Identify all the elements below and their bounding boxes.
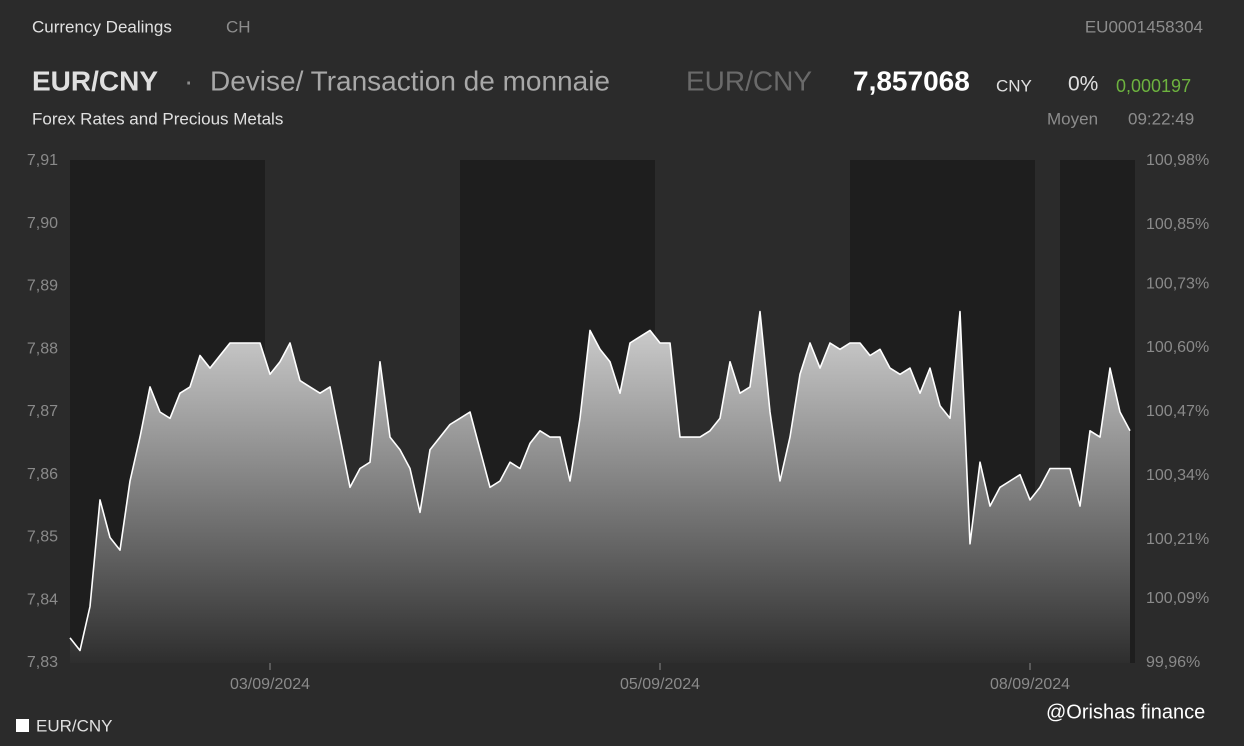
price-type: Moyen xyxy=(1047,109,1098,128)
y2-tick-label: 99,96% xyxy=(1146,654,1200,671)
y2-tick-label: 100,73% xyxy=(1146,275,1209,292)
y-tick-label: 7,85 xyxy=(27,529,58,546)
y-tick-label: 7,87 xyxy=(27,403,58,420)
description: Devise/ Transaction de monnaie xyxy=(210,65,610,96)
y2-tick-label: 100,09% xyxy=(1146,590,1209,607)
y2-tick-label: 100,85% xyxy=(1146,216,1209,233)
change-pct: 0% xyxy=(1068,73,1098,96)
symbol-alt: EUR/CNY xyxy=(686,65,812,96)
y2-tick-label: 100,21% xyxy=(1146,531,1209,548)
legend-label: EUR/CNY xyxy=(36,716,113,735)
y-tick-label: 7,89 xyxy=(27,278,58,295)
y-tick-label: 7,88 xyxy=(27,340,58,357)
y-tick-label: 7,83 xyxy=(27,654,58,671)
y-tick-label: 7,86 xyxy=(27,466,58,483)
price: 7,857068 xyxy=(853,65,970,96)
symbol: EUR/CNY xyxy=(32,65,158,96)
x-tick-label: 03/09/2024 xyxy=(230,676,310,693)
x-tick-label: 08/09/2024 xyxy=(990,676,1070,693)
y2-tick-label: 100,47% xyxy=(1146,403,1209,420)
y-tick-label: 7,91 xyxy=(27,152,58,169)
y2-tick-label: 100,60% xyxy=(1146,339,1209,356)
separator: · xyxy=(184,65,193,96)
category: Forex Rates and Precious Metals xyxy=(32,109,283,128)
area xyxy=(70,311,1130,663)
section: Currency Dealings xyxy=(32,17,172,36)
time: 09:22:49 xyxy=(1128,109,1194,128)
y2-tick-label: 100,98% xyxy=(1146,152,1209,169)
legend-swatch xyxy=(16,719,29,732)
y2-tick-label: 100,34% xyxy=(1146,467,1209,484)
x-tick-label: 05/09/2024 xyxy=(620,676,700,693)
line xyxy=(69,310,1131,652)
currency: CNY xyxy=(996,76,1032,95)
country: CH xyxy=(226,17,251,36)
change: 0,000197 xyxy=(1116,76,1191,96)
watermark: @Orishas finance xyxy=(1046,701,1205,723)
isin: EU0001458304 xyxy=(1085,17,1203,36)
y-tick-label: 7,84 xyxy=(27,591,58,608)
y-tick-label: 7,90 xyxy=(27,215,58,232)
